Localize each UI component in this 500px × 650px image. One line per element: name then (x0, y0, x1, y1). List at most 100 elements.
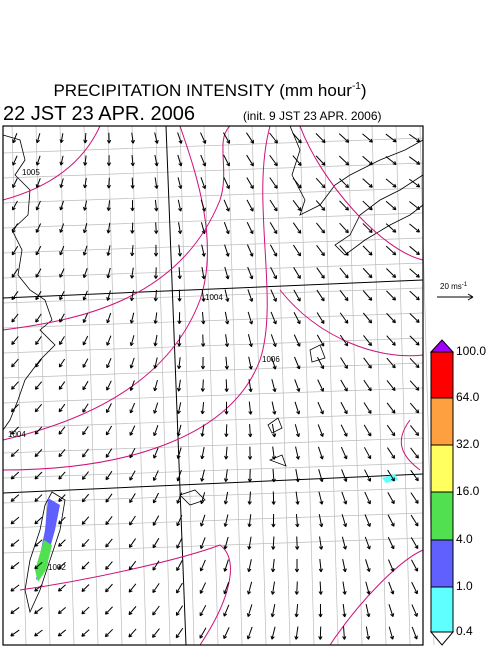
wind-vector (388, 604, 395, 618)
wind-vector (223, 582, 230, 595)
title-text: PRECIPITATION INTENSITY (mm hour (53, 81, 352, 100)
wind-vector (129, 357, 135, 369)
wind-vector (318, 536, 324, 550)
wind-vector (385, 245, 397, 256)
wind-vector (59, 155, 64, 166)
wind-vector (154, 222, 159, 234)
wind-vector (410, 425, 420, 437)
wind-vector (364, 514, 371, 527)
wind-vector (34, 607, 43, 615)
wind-vector (152, 560, 160, 571)
wind-vector (82, 290, 88, 301)
wind-vector (362, 200, 373, 211)
graticule (179, 125, 195, 646)
wind-vector (362, 178, 373, 188)
wind-vector (269, 244, 278, 257)
colorbar-bottom (429, 631, 455, 646)
wind-vector (363, 335, 373, 347)
wind-vector (269, 222, 278, 235)
wind-vector (317, 357, 325, 370)
wind-vector (177, 334, 182, 347)
wind-vector (129, 515, 136, 526)
wind-vector (223, 536, 229, 550)
wind-vector (270, 266, 278, 280)
wind-vector (200, 401, 205, 415)
wind-vector (248, 379, 253, 393)
wind-vector (35, 358, 42, 368)
wind-vector (106, 177, 111, 189)
title-close: ) (361, 81, 367, 100)
wind-vector (318, 514, 324, 528)
wind-vector (270, 626, 276, 640)
wind-vector (81, 629, 90, 637)
wind-vector (293, 289, 301, 302)
colorbar-label: 100.0 (456, 344, 486, 358)
wind-vector (34, 449, 43, 458)
wind-vector (82, 268, 88, 279)
graticule (323, 125, 339, 646)
wind-vector (81, 584, 90, 592)
wind-vector (59, 200, 64, 211)
wind-vector (342, 603, 347, 618)
colorbar-label: 0.4 (456, 624, 473, 638)
graticule (2, 487, 424, 504)
wind-vector (223, 132, 231, 144)
wind-vector (269, 177, 278, 189)
wind-vector (11, 313, 19, 323)
title-exponent: -1 (352, 81, 361, 92)
wind-vector (83, 155, 88, 166)
wind-vector (105, 470, 113, 481)
wind-vector (34, 381, 43, 390)
wind-vector (11, 358, 19, 368)
graticule (2, 412, 424, 429)
wind-vector (154, 177, 159, 189)
wind-vector (58, 471, 66, 480)
isobar-label: 1006 (262, 355, 280, 364)
wind-vector (318, 491, 324, 505)
wind-vector (318, 581, 323, 595)
wind-vector (270, 558, 276, 573)
wind-vector (152, 537, 160, 549)
wind-vector (247, 536, 252, 550)
wind-vector (247, 311, 254, 325)
wind-vector (128, 560, 137, 571)
graticule-major (165, 125, 187, 646)
graticule (2, 437, 424, 454)
wind-vector (409, 245, 420, 256)
wind-vector (128, 606, 137, 616)
wind-vector (81, 516, 90, 525)
wind-vector (247, 514, 252, 528)
wind-vector (248, 356, 253, 370)
wind-vector (12, 200, 18, 211)
graticule (59, 125, 75, 646)
wind-vector (57, 584, 66, 592)
wind-vector (271, 536, 276, 550)
wind-vector (247, 581, 253, 595)
wind-vector (34, 561, 43, 570)
graticule (275, 125, 291, 646)
wind-vector (363, 402, 372, 414)
wind-vector (152, 447, 159, 459)
wind-vector (200, 492, 206, 505)
wind-vector (105, 448, 113, 458)
wind-vector (129, 290, 135, 302)
wind-vector (271, 468, 276, 483)
wind-vector (176, 469, 182, 482)
wind-vector (201, 244, 206, 257)
wind-vector (10, 607, 20, 615)
wind-vector (34, 471, 43, 480)
wind-vector (271, 401, 277, 415)
graticule (2, 387, 424, 404)
wind-vector (271, 491, 276, 505)
wind-vector (340, 379, 348, 392)
wind-vector (177, 267, 182, 280)
wind-vector (363, 424, 372, 437)
wind-vector (271, 356, 277, 370)
wind-vector (316, 334, 325, 347)
wind-vector (82, 448, 89, 458)
wind-vector (10, 539, 20, 547)
wind-vector (292, 199, 302, 212)
wind-vector (246, 244, 254, 257)
wind-vector (271, 424, 277, 438)
wind-vector (385, 133, 397, 143)
